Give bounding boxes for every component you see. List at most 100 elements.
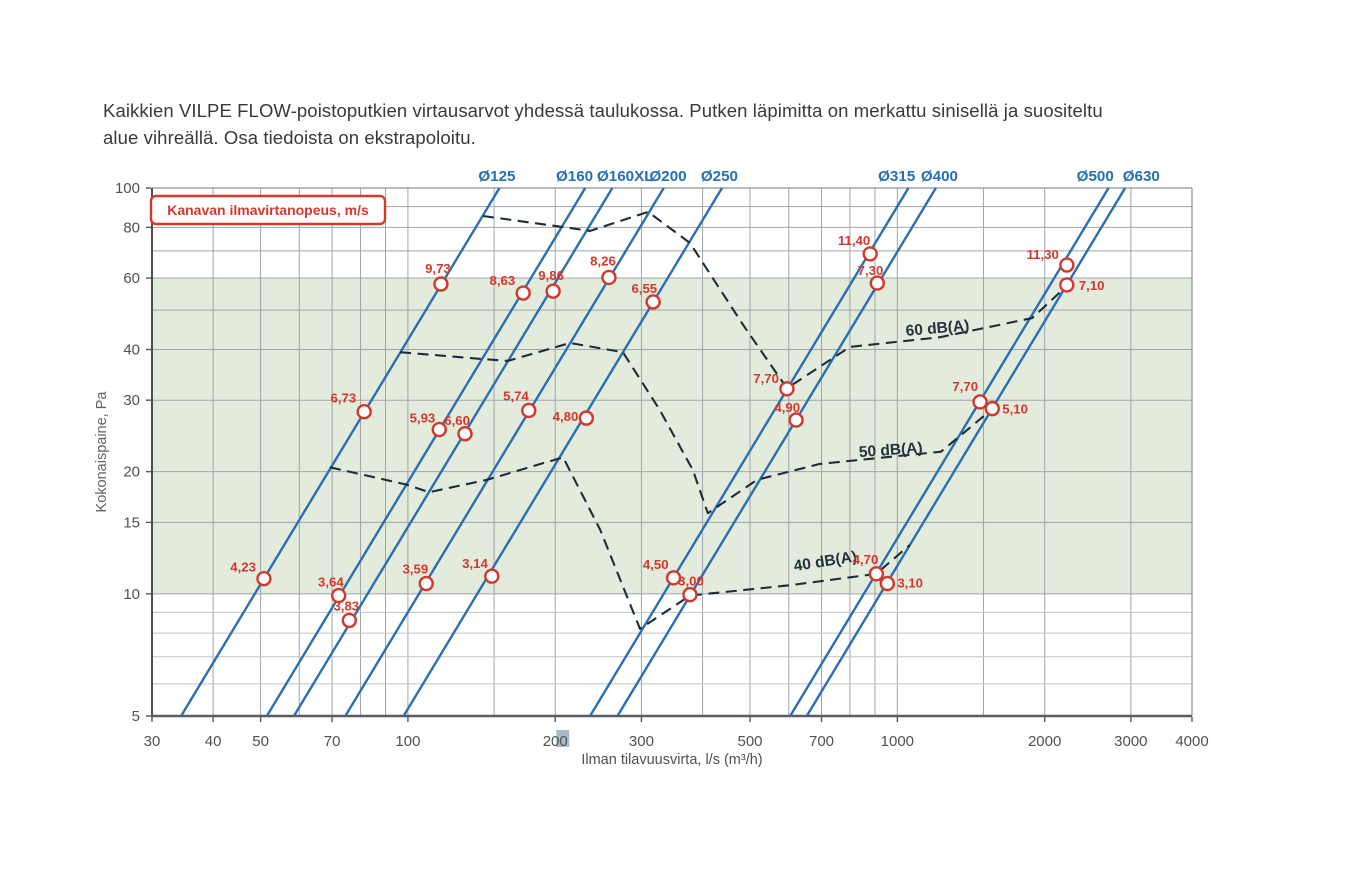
diameter-label-Ø200: Ø200 bbox=[649, 168, 686, 185]
page-title-line2: alue vihreällä. Osa tiedoista on ekstrap… bbox=[103, 127, 476, 148]
data-point-Ø160XL-3,83 bbox=[341, 612, 357, 629]
data-point-label: 4,23 bbox=[230, 560, 256, 575]
data-point-label: 8,26 bbox=[590, 253, 616, 268]
x-tick-label: 70 bbox=[324, 733, 341, 750]
data-point-label: 5,74 bbox=[503, 388, 529, 403]
x-tick-label: 200 bbox=[543, 733, 568, 750]
data-point-Ø250-6,55 bbox=[645, 294, 661, 310]
data-point-Ø400-4,90 bbox=[788, 412, 804, 428]
diameter-label-Ø400: Ø400 bbox=[921, 168, 958, 185]
data-point-Ø200-5,74 bbox=[521, 402, 537, 419]
data-point-label: 6,55 bbox=[631, 281, 657, 296]
data-point-Ø500-7,70 bbox=[972, 394, 988, 410]
diameter-line-Ø315 bbox=[589, 187, 910, 717]
data-point-label: 3,59 bbox=[403, 562, 429, 577]
data-point-Ø125-9,73 bbox=[433, 276, 449, 292]
diameter-label-Ø160: Ø160 bbox=[556, 168, 593, 185]
db-curve-label-50: 50 dB(A) bbox=[858, 440, 923, 461]
legend-box bbox=[149, 194, 387, 226]
data-point-Ø125-4,23 bbox=[256, 570, 272, 587]
data-point-label: 4,50 bbox=[643, 557, 669, 572]
x-tick-label: 100 bbox=[395, 733, 420, 750]
data-point-label: 3,83 bbox=[333, 598, 359, 613]
text-selection-artifact bbox=[556, 730, 570, 747]
data-point-Ø250-3,14 bbox=[484, 568, 500, 584]
data-point-Ø160-8,63 bbox=[515, 285, 531, 301]
y-tick-label: 5 bbox=[132, 708, 140, 725]
x-tick-label: 30 bbox=[144, 733, 161, 750]
diameter-label-Ø125: Ø125 bbox=[478, 168, 516, 185]
data-point-label: 11,40 bbox=[838, 233, 870, 248]
y-tick-label: 80 bbox=[123, 219, 140, 236]
data-point-Ø315-4,50 bbox=[665, 570, 682, 586]
data-point-label: 3,64 bbox=[318, 575, 344, 590]
data-point-label: 6,73 bbox=[330, 391, 356, 406]
data-point-Ø200-3,59 bbox=[418, 575, 434, 592]
x-tick-label: 1000 bbox=[881, 733, 914, 750]
data-point-Ø500-11,30 bbox=[1059, 257, 1075, 273]
x-tick-label: 40 bbox=[205, 733, 222, 750]
x-axis-title: Ilman tilavuusvirta, l/s (m³/h) bbox=[581, 752, 762, 768]
y-tick-label: 60 bbox=[123, 270, 140, 287]
data-point-Ø500-4,70 bbox=[868, 566, 885, 582]
data-point-label: 9,73 bbox=[425, 261, 451, 276]
y-tick-label: 15 bbox=[123, 514, 140, 531]
x-tick-label: 3000 bbox=[1114, 733, 1147, 750]
data-point-label: 11,30 bbox=[1027, 247, 1059, 262]
data-point-label: 5,10 bbox=[1002, 402, 1028, 417]
data-point-Ø250-4,80 bbox=[578, 410, 595, 426]
x-tick-label: 50 bbox=[252, 733, 269, 750]
y-axis-title: Kokonaispaine, Pa bbox=[94, 391, 110, 513]
y-tick-label: 30 bbox=[123, 392, 140, 409]
diameter-line-Ø400 bbox=[616, 187, 937, 717]
diameter-label-Ø160XL: Ø160XL bbox=[597, 168, 654, 185]
diameter-label-Ø500: Ø500 bbox=[1077, 168, 1114, 185]
data-point-label: 3,14 bbox=[462, 556, 488, 571]
diameter-line-Ø160 bbox=[265, 187, 587, 717]
data-point-Ø315-7,70 bbox=[779, 381, 795, 397]
x-tick-label: 4000 bbox=[1175, 733, 1208, 750]
data-point-Ø315-11,40 bbox=[862, 246, 878, 262]
data-point-Ø630-5,10 bbox=[984, 400, 1000, 417]
data-point-label: 6,60 bbox=[444, 413, 470, 428]
data-point-label: 9,86 bbox=[538, 268, 564, 283]
data-point-label: 3,10 bbox=[897, 576, 923, 591]
diameter-line-Ø250 bbox=[402, 187, 724, 717]
x-tick-label: 2000 bbox=[1028, 733, 1061, 750]
data-point-label: 4,70 bbox=[853, 552, 879, 567]
data-point-Ø630-3,10 bbox=[879, 575, 896, 592]
y-tick-label: 20 bbox=[123, 464, 140, 481]
x-tick-label: 700 bbox=[809, 733, 834, 750]
db-curve-label-60: 60 dB(A) bbox=[905, 317, 970, 339]
db-curve-60 bbox=[482, 210, 1068, 390]
page-title: Kaikkien VILPE FLOW-poistoputkien virtau… bbox=[103, 97, 1273, 151]
diameter-line-Ø500 bbox=[789, 187, 1110, 717]
x-tick-label: 500 bbox=[737, 733, 762, 750]
data-point-label: 8,63 bbox=[490, 273, 516, 288]
data-point-label: 4,90 bbox=[774, 400, 800, 415]
data-point-label: 7,70 bbox=[952, 379, 978, 394]
data-point-Ø400-7,30 bbox=[869, 275, 885, 291]
data-point-label: 7,30 bbox=[858, 263, 884, 278]
y-tick-label: 40 bbox=[123, 341, 140, 358]
data-point-Ø125-6,73 bbox=[356, 404, 372, 420]
data-point-Ø400-3,00 bbox=[682, 587, 698, 603]
diameter-label-Ø315: Ø315 bbox=[878, 168, 916, 185]
legend-label: Kanavan ilmavirtanopeus, m/s bbox=[167, 202, 369, 218]
diameter-line-Ø160XL bbox=[292, 187, 614, 717]
data-point-Ø160-5,93 bbox=[431, 421, 447, 438]
diameter-line-Ø125 bbox=[180, 187, 501, 717]
db-curve-40 bbox=[329, 456, 911, 630]
data-point-label: 5,93 bbox=[410, 411, 436, 426]
diameter-label-Ø250: Ø250 bbox=[701, 168, 738, 185]
diameter-line-Ø630 bbox=[805, 187, 1127, 717]
data-point-Ø160-3,64 bbox=[330, 587, 347, 604]
diameter-label-Ø630: Ø630 bbox=[1123, 168, 1160, 185]
data-point-label: 3,00 bbox=[678, 574, 704, 589]
data-point-Ø160XL-9,86 bbox=[545, 283, 561, 299]
x-tick-label: 300 bbox=[629, 733, 654, 750]
data-point-Ø200-8,26 bbox=[601, 269, 617, 286]
